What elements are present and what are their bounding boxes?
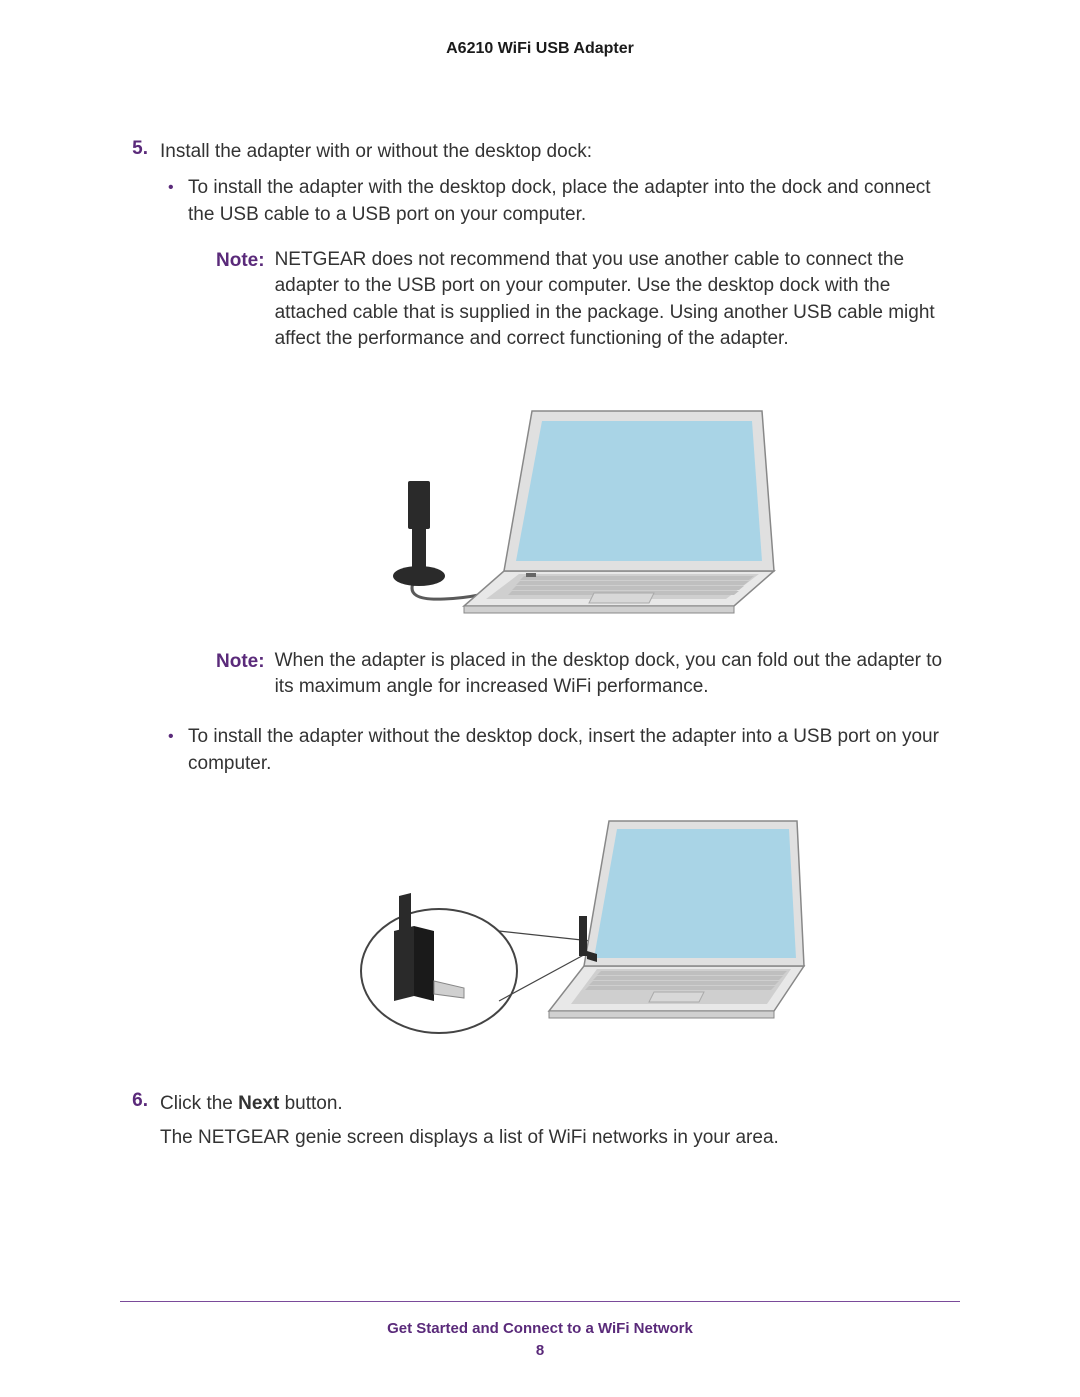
note-block: Note: When the adapter is placed in the …: [216, 648, 960, 701]
note-text: NETGEAR does not recommend that you use …: [275, 247, 960, 353]
laptop-dock-illustration-icon: [354, 371, 794, 621]
note-label: Note:: [216, 648, 275, 701]
step-content: Install the adapter with or without the …: [160, 138, 960, 1082]
bullet-item: • To install the adapter with the deskto…: [160, 174, 960, 713]
bullet-text: To install the adapter with the desktop …: [188, 177, 931, 226]
step-text: Install the adapter with or without the …: [160, 141, 592, 162]
note-text: When the adapter is placed in the deskto…: [275, 648, 960, 701]
figure-laptop-direct: [188, 796, 960, 1055]
note-label: Note:: [216, 247, 275, 353]
step-6: 6. Click the Next button. The NETGEAR ge…: [120, 1090, 960, 1151]
bullet-content: To install the adapter with the desktop …: [188, 174, 960, 713]
step-text-suffix: button.: [279, 1093, 342, 1114]
footer-section-title: Get Started and Connect to a WiFi Networ…: [0, 1320, 1080, 1337]
bullet-marker-icon: •: [160, 723, 188, 1073]
bullet-text: To install the adapter without the deskt…: [188, 726, 939, 775]
step-number: 6.: [120, 1090, 160, 1151]
step-text-bold: Next: [238, 1093, 279, 1114]
laptop-direct-illustration-icon: [339, 796, 809, 1046]
bullet-content: To install the adapter without the deskt…: [188, 723, 960, 1073]
step-5: 5. Install the adapter with or without t…: [120, 138, 960, 1082]
footer-rule: [120, 1301, 960, 1302]
bullet-list: • To install the adapter with the deskto…: [160, 174, 960, 1073]
step-text-prefix: Click the: [160, 1093, 238, 1114]
step-content: Click the Next button. The NETGEAR genie…: [160, 1090, 960, 1151]
step-number: 5.: [120, 138, 160, 1082]
figure-laptop-dock: [188, 371, 960, 630]
step-subtext: The NETGEAR genie screen displays a list…: [160, 1124, 960, 1152]
bullet-marker-icon: •: [160, 174, 188, 713]
document-header-title: A6210 WiFi USB Adapter: [120, 40, 960, 58]
footer-page-number: 8: [0, 1342, 1080, 1359]
bullet-item: • To install the adapter without the des…: [160, 723, 960, 1073]
note-block: Note: NETGEAR does not recommend that yo…: [216, 247, 960, 353]
